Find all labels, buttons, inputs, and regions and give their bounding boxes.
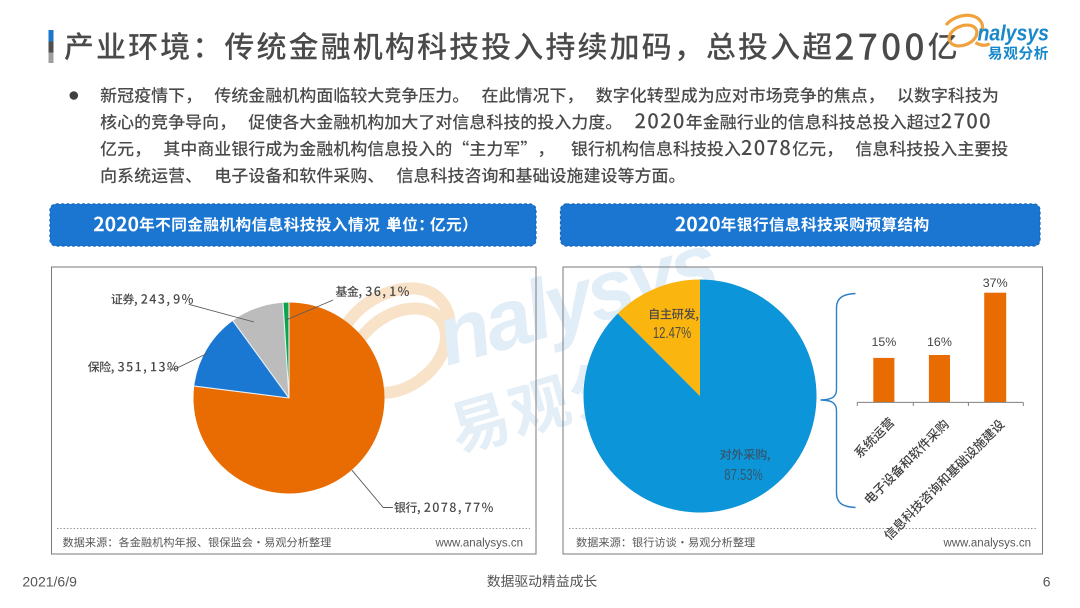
svg-text:87.53%: 87.53%	[724, 466, 762, 483]
svg-text:2021/6/9: 2021/6/9	[22, 573, 77, 589]
svg-text:16%: 16%	[927, 335, 952, 349]
svg-text:nalysys: nalysys	[978, 21, 1050, 46]
svg-text:www.analysys.cn: www.analysys.cn	[942, 538, 1031, 550]
svg-text:6: 6	[1043, 573, 1051, 589]
svg-text:37%: 37%	[983, 276, 1008, 290]
svg-text:www.analysys.cn: www.analysys.cn	[434, 538, 523, 550]
svg-text:12.47%: 12.47%	[653, 324, 691, 341]
svg-text:15%: 15%	[871, 335, 896, 349]
